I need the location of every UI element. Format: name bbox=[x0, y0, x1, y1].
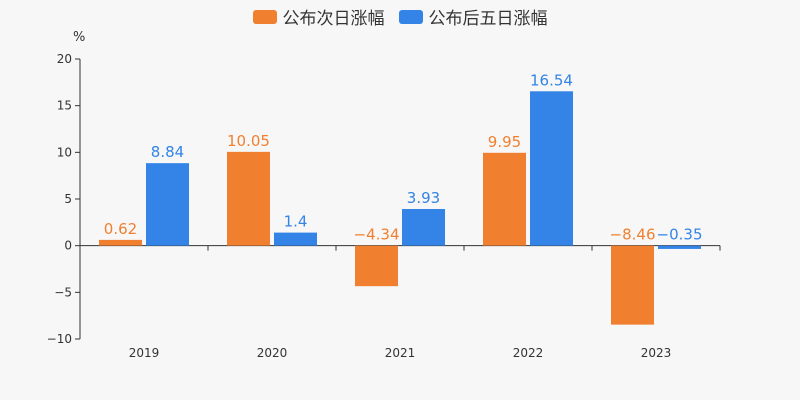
y-tick-label: 5 bbox=[64, 192, 72, 206]
bar bbox=[355, 245, 398, 287]
data-label: 9.95 bbox=[488, 133, 521, 151]
legend: 公布次日涨幅 公布后五日涨幅 bbox=[0, 4, 800, 29]
bar bbox=[227, 151, 270, 246]
bar bbox=[99, 239, 142, 246]
y-tick-label: 0 bbox=[64, 239, 72, 253]
data-label: 3.93 bbox=[407, 189, 440, 207]
x-tick-label: 2022 bbox=[513, 346, 544, 360]
legend-swatch-next-day bbox=[252, 9, 277, 24]
x-tick-label: 2020 bbox=[257, 346, 288, 360]
data-label: −4.34 bbox=[354, 226, 400, 244]
bar bbox=[274, 232, 317, 246]
legend-swatch-five-day bbox=[398, 9, 423, 24]
bar bbox=[530, 91, 573, 246]
data-label: 0.62 bbox=[104, 220, 137, 238]
x-tick-label: 2023 bbox=[641, 346, 672, 360]
legend-label-next-day: 公布次日涨幅 bbox=[282, 9, 385, 29]
y-tick-label: −10 bbox=[47, 332, 72, 346]
y-axis-unit: % bbox=[73, 30, 86, 45]
x-tick-label: 2019 bbox=[129, 346, 160, 360]
legend-label-five-day: 公布后五日涨幅 bbox=[428, 9, 548, 29]
data-label: −0.35 bbox=[657, 226, 703, 244]
bar bbox=[483, 152, 526, 246]
bar bbox=[402, 208, 445, 246]
y-tick-label: 20 bbox=[57, 52, 72, 66]
data-label: 8.84 bbox=[151, 143, 184, 161]
bar bbox=[658, 245, 701, 249]
bar bbox=[146, 163, 189, 246]
y-tick-label: 10 bbox=[57, 145, 72, 159]
legend-item-five-day[interactable]: 公布后五日涨幅 bbox=[398, 4, 548, 29]
data-label: −8.46 bbox=[610, 226, 656, 244]
y-tick-label: 15 bbox=[57, 99, 72, 113]
y-tick-label: −5 bbox=[54, 285, 72, 299]
data-label: 16.54 bbox=[530, 71, 573, 89]
bar bbox=[611, 245, 654, 325]
data-label: 10.05 bbox=[227, 132, 270, 150]
x-tick-label: 2021 bbox=[385, 346, 416, 360]
data-label: 1.4 bbox=[284, 213, 308, 231]
legend-item-next-day[interactable]: 公布次日涨幅 bbox=[252, 4, 385, 29]
